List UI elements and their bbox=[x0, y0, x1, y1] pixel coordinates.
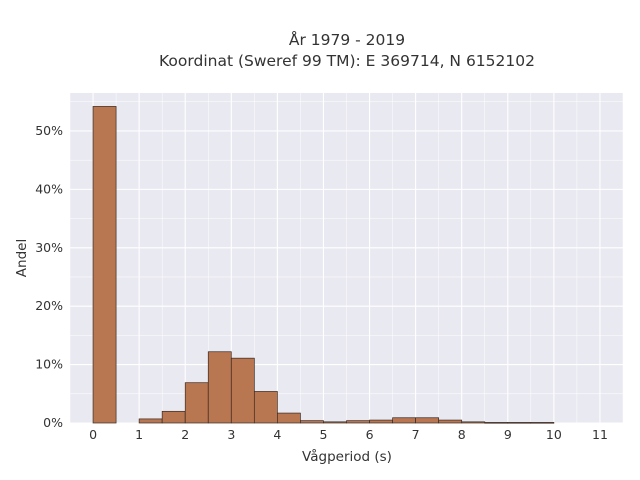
x-tick-label: 5 bbox=[319, 427, 327, 442]
x-tick-label: 1 bbox=[135, 427, 143, 442]
histogram-bars bbox=[92, 106, 555, 424]
y-tick-label: 40% bbox=[35, 181, 63, 196]
histogram-bar-17 bbox=[484, 422, 509, 424]
x-tick-label: 2 bbox=[181, 427, 189, 442]
histogram-bar-10 bbox=[323, 421, 347, 424]
axis-ticks: 0 1 2 3 4 5 6 7 8 9 10 11 0% 10% 20% 30% 40% 50% bbox=[35, 123, 608, 442]
histogram-bar-13 bbox=[392, 417, 416, 424]
histogram-bar-8 bbox=[277, 412, 301, 424]
histogram-bar-6 bbox=[230, 357, 255, 424]
histogram-bar-5 bbox=[207, 351, 232, 424]
histogram-bar-15 bbox=[438, 419, 463, 424]
x-tick-label: 4 bbox=[273, 427, 281, 442]
histogram-bar-18 bbox=[507, 422, 532, 424]
histogram-bar-16 bbox=[461, 421, 486, 424]
y-tick-label: 0% bbox=[43, 415, 63, 430]
x-tick-label: 8 bbox=[458, 427, 466, 442]
y-tick-label: 50% bbox=[35, 123, 63, 138]
x-tick-label: 7 bbox=[412, 427, 420, 442]
y-tick-label: 10% bbox=[35, 357, 63, 372]
histogram-bar-7 bbox=[253, 391, 278, 424]
histogram-bar-0 bbox=[92, 106, 117, 424]
x-tick-label: 10 bbox=[546, 427, 562, 442]
histogram-bar-19 bbox=[530, 422, 555, 424]
x-tick-label: 6 bbox=[366, 427, 374, 442]
histogram-bar-2 bbox=[138, 418, 163, 424]
histogram-bar-3 bbox=[161, 410, 186, 424]
chart-title-line-2: Koordinat (Sweref 99 TM): E 369714, N 61… bbox=[159, 52, 535, 70]
histogram-bar-9 bbox=[300, 420, 324, 424]
x-tick-label: 11 bbox=[592, 427, 608, 442]
histogram-bar-4 bbox=[184, 382, 209, 424]
histogram-bar-11 bbox=[346, 420, 370, 424]
y-tick-label: 20% bbox=[35, 298, 63, 313]
x-tick-label: 3 bbox=[227, 427, 235, 442]
y-axis-label: Andel bbox=[14, 239, 30, 277]
chart-title-line-1: År 1979 - 2019 bbox=[289, 30, 405, 49]
x-tick-label: 9 bbox=[504, 427, 512, 442]
histogram-bar-14 bbox=[415, 417, 440, 424]
histogram-bar-12 bbox=[369, 419, 393, 424]
x-axis-label: Vågperiod (s) bbox=[302, 448, 392, 465]
x-tick-label: 0 bbox=[89, 427, 97, 442]
y-tick-label: 30% bbox=[35, 240, 63, 255]
